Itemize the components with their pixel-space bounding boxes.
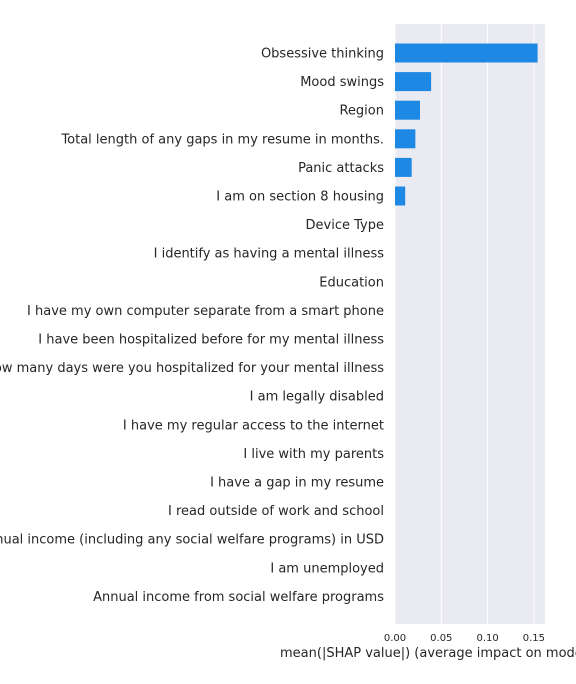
bar bbox=[395, 100, 420, 120]
category-label: I have been hospitalized before for my m… bbox=[38, 333, 384, 348]
x-tick-label: 0.00 bbox=[384, 633, 406, 644]
x-tick-label: 0.05 bbox=[430, 633, 452, 644]
category-label: I have a gap in my resume bbox=[210, 476, 384, 491]
category-label: I am legally disabled bbox=[250, 390, 384, 405]
category-labels: Obsessive thinking Mood swings Region Total… bbox=[0, 47, 384, 605]
category-label: Total length of any gaps in my resume in… bbox=[60, 132, 384, 147]
x-axis-label: mean(|SHAP value|) (average impact on mo… bbox=[280, 646, 576, 661]
category-label: Education bbox=[319, 275, 384, 290]
bar bbox=[395, 43, 538, 63]
category-label: Region bbox=[339, 104, 384, 119]
gridlines bbox=[394, 24, 535, 624]
x-tick-label: 0.10 bbox=[476, 633, 498, 644]
bar bbox=[395, 72, 432, 92]
category-label: I read outside of work and school bbox=[168, 504, 384, 519]
category-label: I have my own computer separate from a s… bbox=[27, 304, 384, 319]
bar bbox=[395, 157, 412, 177]
bar bbox=[395, 186, 406, 206]
x-tick-label: 0.15 bbox=[523, 633, 545, 644]
bar bbox=[395, 129, 416, 149]
category-label: How many days were you hospitalized for … bbox=[0, 361, 384, 376]
category-label: Annual income from social welfare progra… bbox=[93, 590, 384, 605]
category-label: Obsessive thinking bbox=[261, 47, 384, 62]
category-label: Panic attacks bbox=[298, 161, 384, 176]
plot-area bbox=[395, 24, 545, 624]
category-label: Annual income (including any social welf… bbox=[0, 533, 384, 548]
category-label: Mood swings bbox=[300, 75, 384, 90]
category-label: I identify as having a mental illness bbox=[154, 247, 385, 262]
category-label: I am on section 8 housing bbox=[216, 190, 384, 205]
bars bbox=[395, 43, 538, 206]
category-label: Device Type bbox=[306, 218, 384, 233]
category-label: I have my regular access to the internet bbox=[123, 418, 384, 433]
category-label: I am unemployed bbox=[270, 561, 384, 576]
x-ticks: 0.00 0.05 0.10 0.15 bbox=[384, 633, 545, 644]
category-label: I live with my parents bbox=[243, 447, 384, 462]
